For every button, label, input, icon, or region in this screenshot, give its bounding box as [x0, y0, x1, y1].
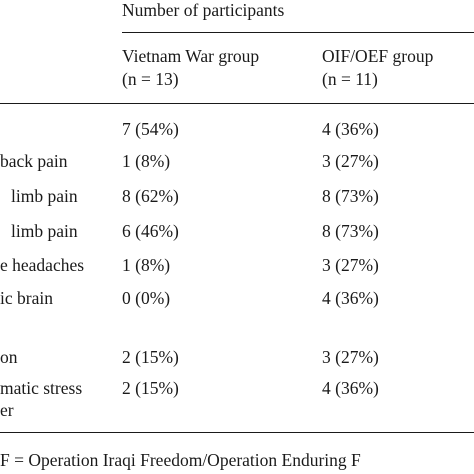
cell-vietnam: 8 (62%) [122, 186, 179, 206]
row-label: limb pain [11, 186, 78, 206]
cell-oif: 4 (36%) [322, 288, 379, 308]
cell-oif: 8 (73%) [322, 186, 379, 206]
cell-vietnam: 2 (15%) [122, 347, 179, 367]
row-label: matic stress [0, 378, 83, 398]
column-header-vietnam-line2: (n = 13) [122, 69, 179, 89]
cell-vietnam: 1 (8%) [122, 151, 171, 171]
column-header-oif-line1: OIF/OEF group [322, 46, 434, 66]
table-bottom-rule [0, 432, 474, 433]
cell-vietnam: 7 (54%) [122, 119, 179, 139]
header-bottom-rule [0, 103, 474, 104]
row-label: ic brain [0, 288, 53, 308]
cell-oif: 3 (27%) [322, 255, 379, 275]
cell-vietnam: 6 (46%) [122, 221, 179, 241]
row-label: back pain [0, 151, 68, 171]
row-label: e headaches [0, 255, 85, 275]
table-footnote: F = Operation Iraqi Freedom/Operation En… [0, 450, 361, 470]
cell-oif: 3 (27%) [322, 151, 379, 171]
cell-oif: 8 (73%) [322, 221, 379, 241]
cell-vietnam: 0 (0%) [122, 288, 171, 308]
cell-oif: 4 (36%) [322, 378, 379, 398]
cell-vietnam: 2 (15%) [122, 378, 179, 398]
row-label: limb pain [11, 221, 78, 241]
row-label-line2: er [0, 400, 14, 420]
column-header-oif-line2: (n = 11) [322, 69, 378, 89]
column-header-vietnam-line1: Vietnam War group [122, 46, 260, 66]
header-group-label: Number of participants [122, 0, 285, 20]
cell-oif: 4 (36%) [322, 119, 379, 139]
cell-vietnam: 1 (8%) [122, 255, 171, 275]
cell-oif: 3 (27%) [322, 347, 379, 367]
row-label: on [0, 347, 18, 367]
header-group-rule [122, 32, 474, 33]
